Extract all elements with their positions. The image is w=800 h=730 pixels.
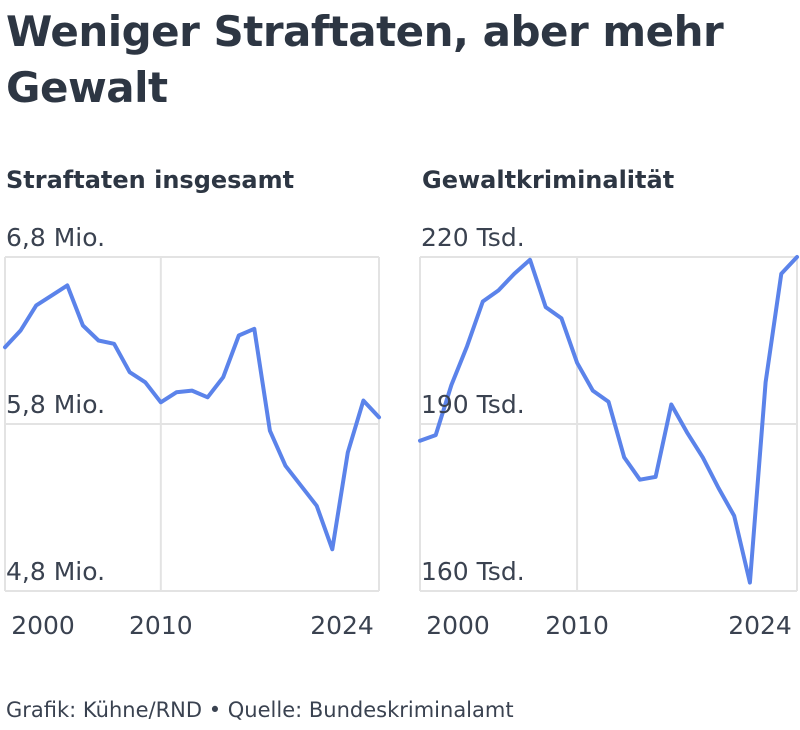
x-tick-label: 2024 <box>728 611 792 640</box>
panel-title-gewalt: Gewaltkriminalität <box>422 166 675 194</box>
x-tick-label: 2010 <box>129 611 193 640</box>
panel-title-straftaten: Straftaten insgesamt <box>6 166 295 194</box>
y-tick-label: 6,8 Mio. <box>6 223 105 252</box>
y-tick-label: 220 Tsd. <box>421 223 525 252</box>
series-line <box>418 255 799 585</box>
y-tick-label: 160 Tsd. <box>421 557 525 586</box>
x-tick-label: 2000 <box>426 611 490 640</box>
x-tick-label: 2010 <box>545 611 609 640</box>
chart-title: Weniger Straftaten, aber mehr Gewalt <box>6 7 724 112</box>
y-tick-label: 5,8 Mio. <box>6 390 105 419</box>
x-tick-label: 2024 <box>310 611 374 640</box>
series-line <box>3 283 381 552</box>
source-footer: Grafik: Kühne/RND • Quelle: Bundeskrimin… <box>6 698 514 722</box>
x-tick-label: 2000 <box>11 611 75 640</box>
y-tick-label: 190 Tsd. <box>421 390 525 419</box>
y-tick-label: 4,8 Mio. <box>6 557 105 586</box>
